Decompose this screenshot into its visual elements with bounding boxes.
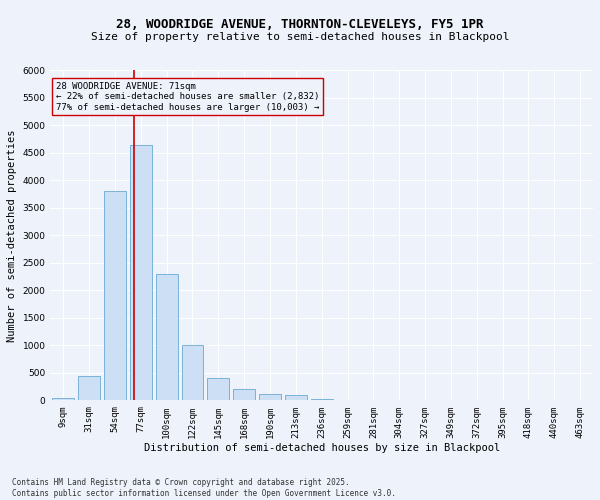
Text: Contains HM Land Registry data © Crown copyright and database right 2025.
Contai: Contains HM Land Registry data © Crown c… bbox=[12, 478, 396, 498]
Text: Size of property relative to semi-detached houses in Blackpool: Size of property relative to semi-detach… bbox=[91, 32, 509, 42]
Text: 28 WOODRIDGE AVENUE: 71sqm
← 22% of semi-detached houses are smaller (2,832)
77%: 28 WOODRIDGE AVENUE: 71sqm ← 22% of semi… bbox=[56, 82, 319, 112]
Bar bbox=[182, 346, 203, 401]
Bar bbox=[130, 144, 152, 400]
Bar bbox=[285, 395, 307, 400]
Text: 28, WOODRIDGE AVENUE, THORNTON-CLEVELEYS, FY5 1PR: 28, WOODRIDGE AVENUE, THORNTON-CLEVELEYS… bbox=[116, 18, 484, 30]
X-axis label: Distribution of semi-detached houses by size in Blackpool: Distribution of semi-detached houses by … bbox=[143, 443, 500, 453]
Bar bbox=[233, 390, 255, 400]
Bar bbox=[155, 274, 178, 400]
Bar bbox=[208, 378, 229, 400]
Bar bbox=[259, 394, 281, 400]
Bar bbox=[104, 192, 126, 400]
Bar bbox=[78, 376, 100, 400]
Bar bbox=[52, 398, 74, 400]
Y-axis label: Number of semi-detached properties: Number of semi-detached properties bbox=[7, 129, 17, 342]
